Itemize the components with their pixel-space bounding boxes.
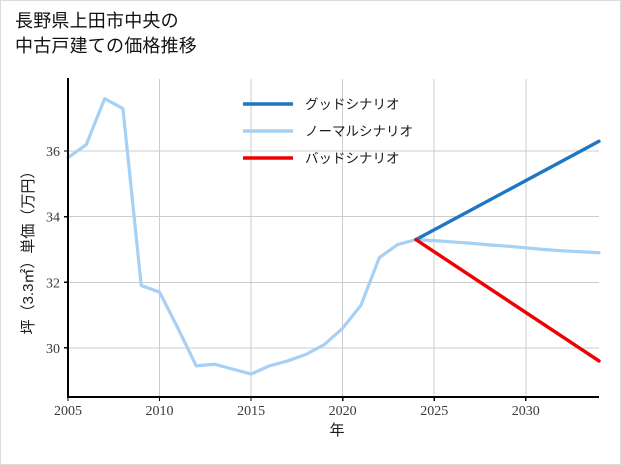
series-line-bad <box>414 237 601 363</box>
series-line-normal <box>66 97 601 376</box>
series-group <box>66 97 601 376</box>
y-tick-label: 36 <box>46 145 60 160</box>
y-tick-label: 34 <box>46 211 60 226</box>
x-tick-label: 2030 <box>512 404 540 419</box>
axis-spines-group <box>66 78 599 399</box>
x-tick-label: 2010 <box>146 404 174 419</box>
legend-label-bad: バッドシナリオ <box>305 151 400 166</box>
x-tick-label: 2020 <box>329 404 357 419</box>
legend-label-normal: ノーマルシナリオ <box>305 124 413 139</box>
x-tick-labels-group: 2005 2010 2015 2020 2025 2030 <box>54 404 540 419</box>
x-tick-label: 2015 <box>237 404 265 419</box>
x-tick-label: 2025 <box>420 404 448 419</box>
legend-label-good: グッドシナリオ <box>305 97 400 112</box>
series-line-good <box>414 139 601 242</box>
x-tick-label: 2005 <box>54 404 82 419</box>
y-tick-labels-group: 30 32 34 36 <box>46 145 60 357</box>
y-tick-label: 30 <box>46 342 60 357</box>
chart-title: 長野県上田市中央の 中古戸建ての価格推移 <box>15 11 197 56</box>
y-axis-title: 坪（3.3㎡）単価（万円） <box>20 164 37 335</box>
gridlines-group <box>67 79 599 397</box>
tick-marks-group <box>64 150 527 401</box>
x-axis-title: 年 <box>329 422 344 439</box>
y-tick-label: 32 <box>46 276 60 291</box>
